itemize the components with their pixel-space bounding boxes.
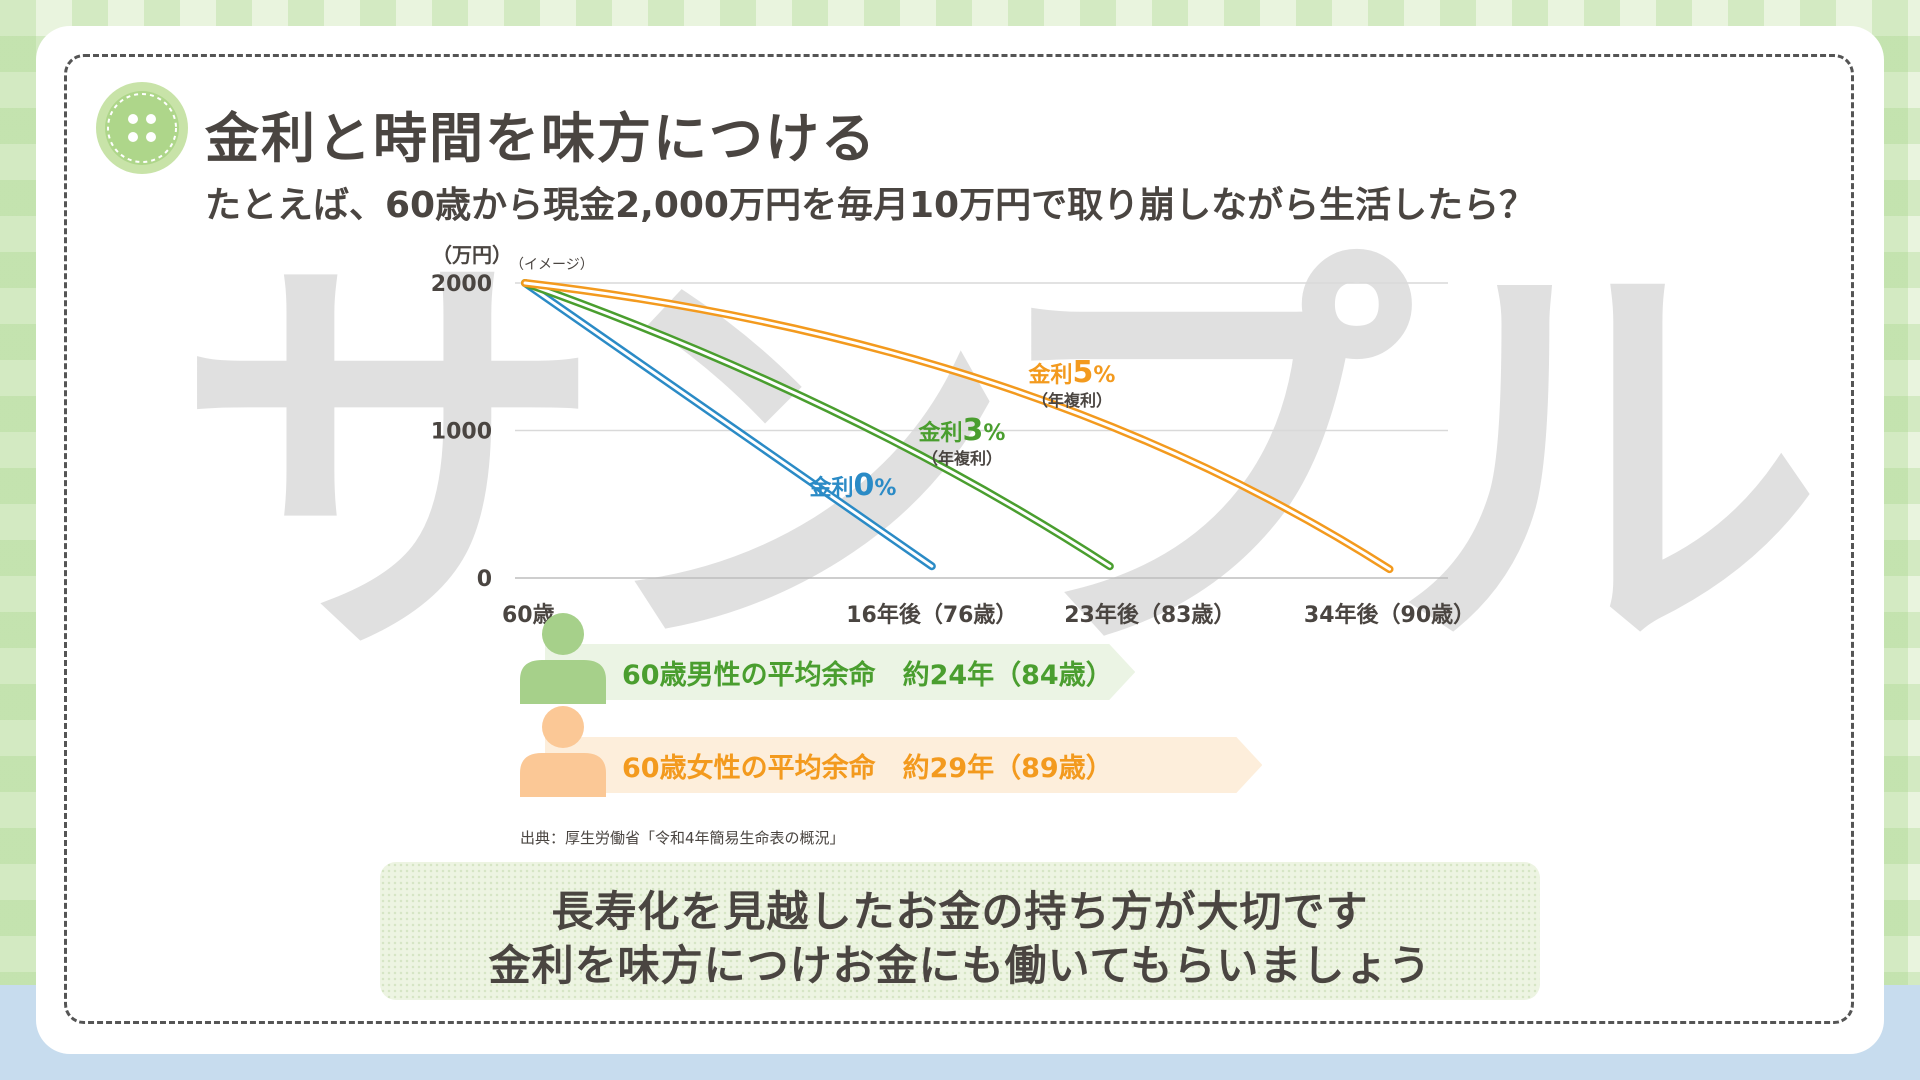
summary-line-2: 金利を味方につけお金にも働いてもらいましょう: [488, 941, 1432, 990]
page-subtitle: たとえば、60歳から現金2,000万円を毎月10万円で取り崩しながら生活したら？: [205, 185, 1536, 226]
x-tick-label: 23年後（83歳）: [1064, 602, 1235, 628]
series-line-inner: [523, 281, 934, 568]
y-tick-label: 1000: [431, 420, 492, 445]
sample-watermark: サンプル: [175, 215, 1822, 715]
chart-note: （イメージ）: [510, 257, 594, 273]
life-expectancy-bar: [545, 737, 1262, 793]
life-expectancy-label: 60歳男性の平均余命 約24年（84歳）: [622, 660, 1113, 691]
series-line-outer: [521, 279, 1114, 571]
summary-box: 長寿化を見越したお金の持ち方が大切です 金利を味方につけお金にも働いてもらいまし…: [380, 862, 1540, 1000]
page-title: 金利と時間を味方につける: [205, 107, 877, 170]
series-sublabel: （年複利）: [1032, 391, 1112, 410]
person-icon: [520, 706, 606, 797]
series-sublabel: （年複利）: [922, 449, 1002, 468]
person-icon: [520, 613, 606, 704]
series-line-inner: [523, 281, 1112, 568]
series-label: 金利3%: [918, 413, 1006, 448]
dashed-frame: [64, 54, 1854, 1024]
life-expectancy-label: 60歳女性の平均余命 約29年（89歳）: [622, 753, 1113, 784]
life-expectancy-bar: [545, 644, 1135, 700]
series-label: 金利5%: [1028, 355, 1116, 390]
summary-line-1: 長寿化を見越したお金の持ち方が大切です: [551, 887, 1369, 936]
y-tick-label: 0: [477, 567, 492, 592]
series-label: 金利0%: [809, 468, 897, 503]
y-tick-label: 2000: [431, 272, 492, 297]
button-icon: [96, 82, 188, 174]
x-tick-label: 34年後（90歳）: [1304, 602, 1475, 628]
source-note: 出典：厚生労働省「令和4年簡易生命表の概況」: [520, 829, 845, 847]
x-tick-label: 16年後（76歳）: [846, 602, 1017, 628]
series-line-inner: [523, 281, 1392, 571]
y-axis-unit: （万円）: [432, 243, 512, 267]
